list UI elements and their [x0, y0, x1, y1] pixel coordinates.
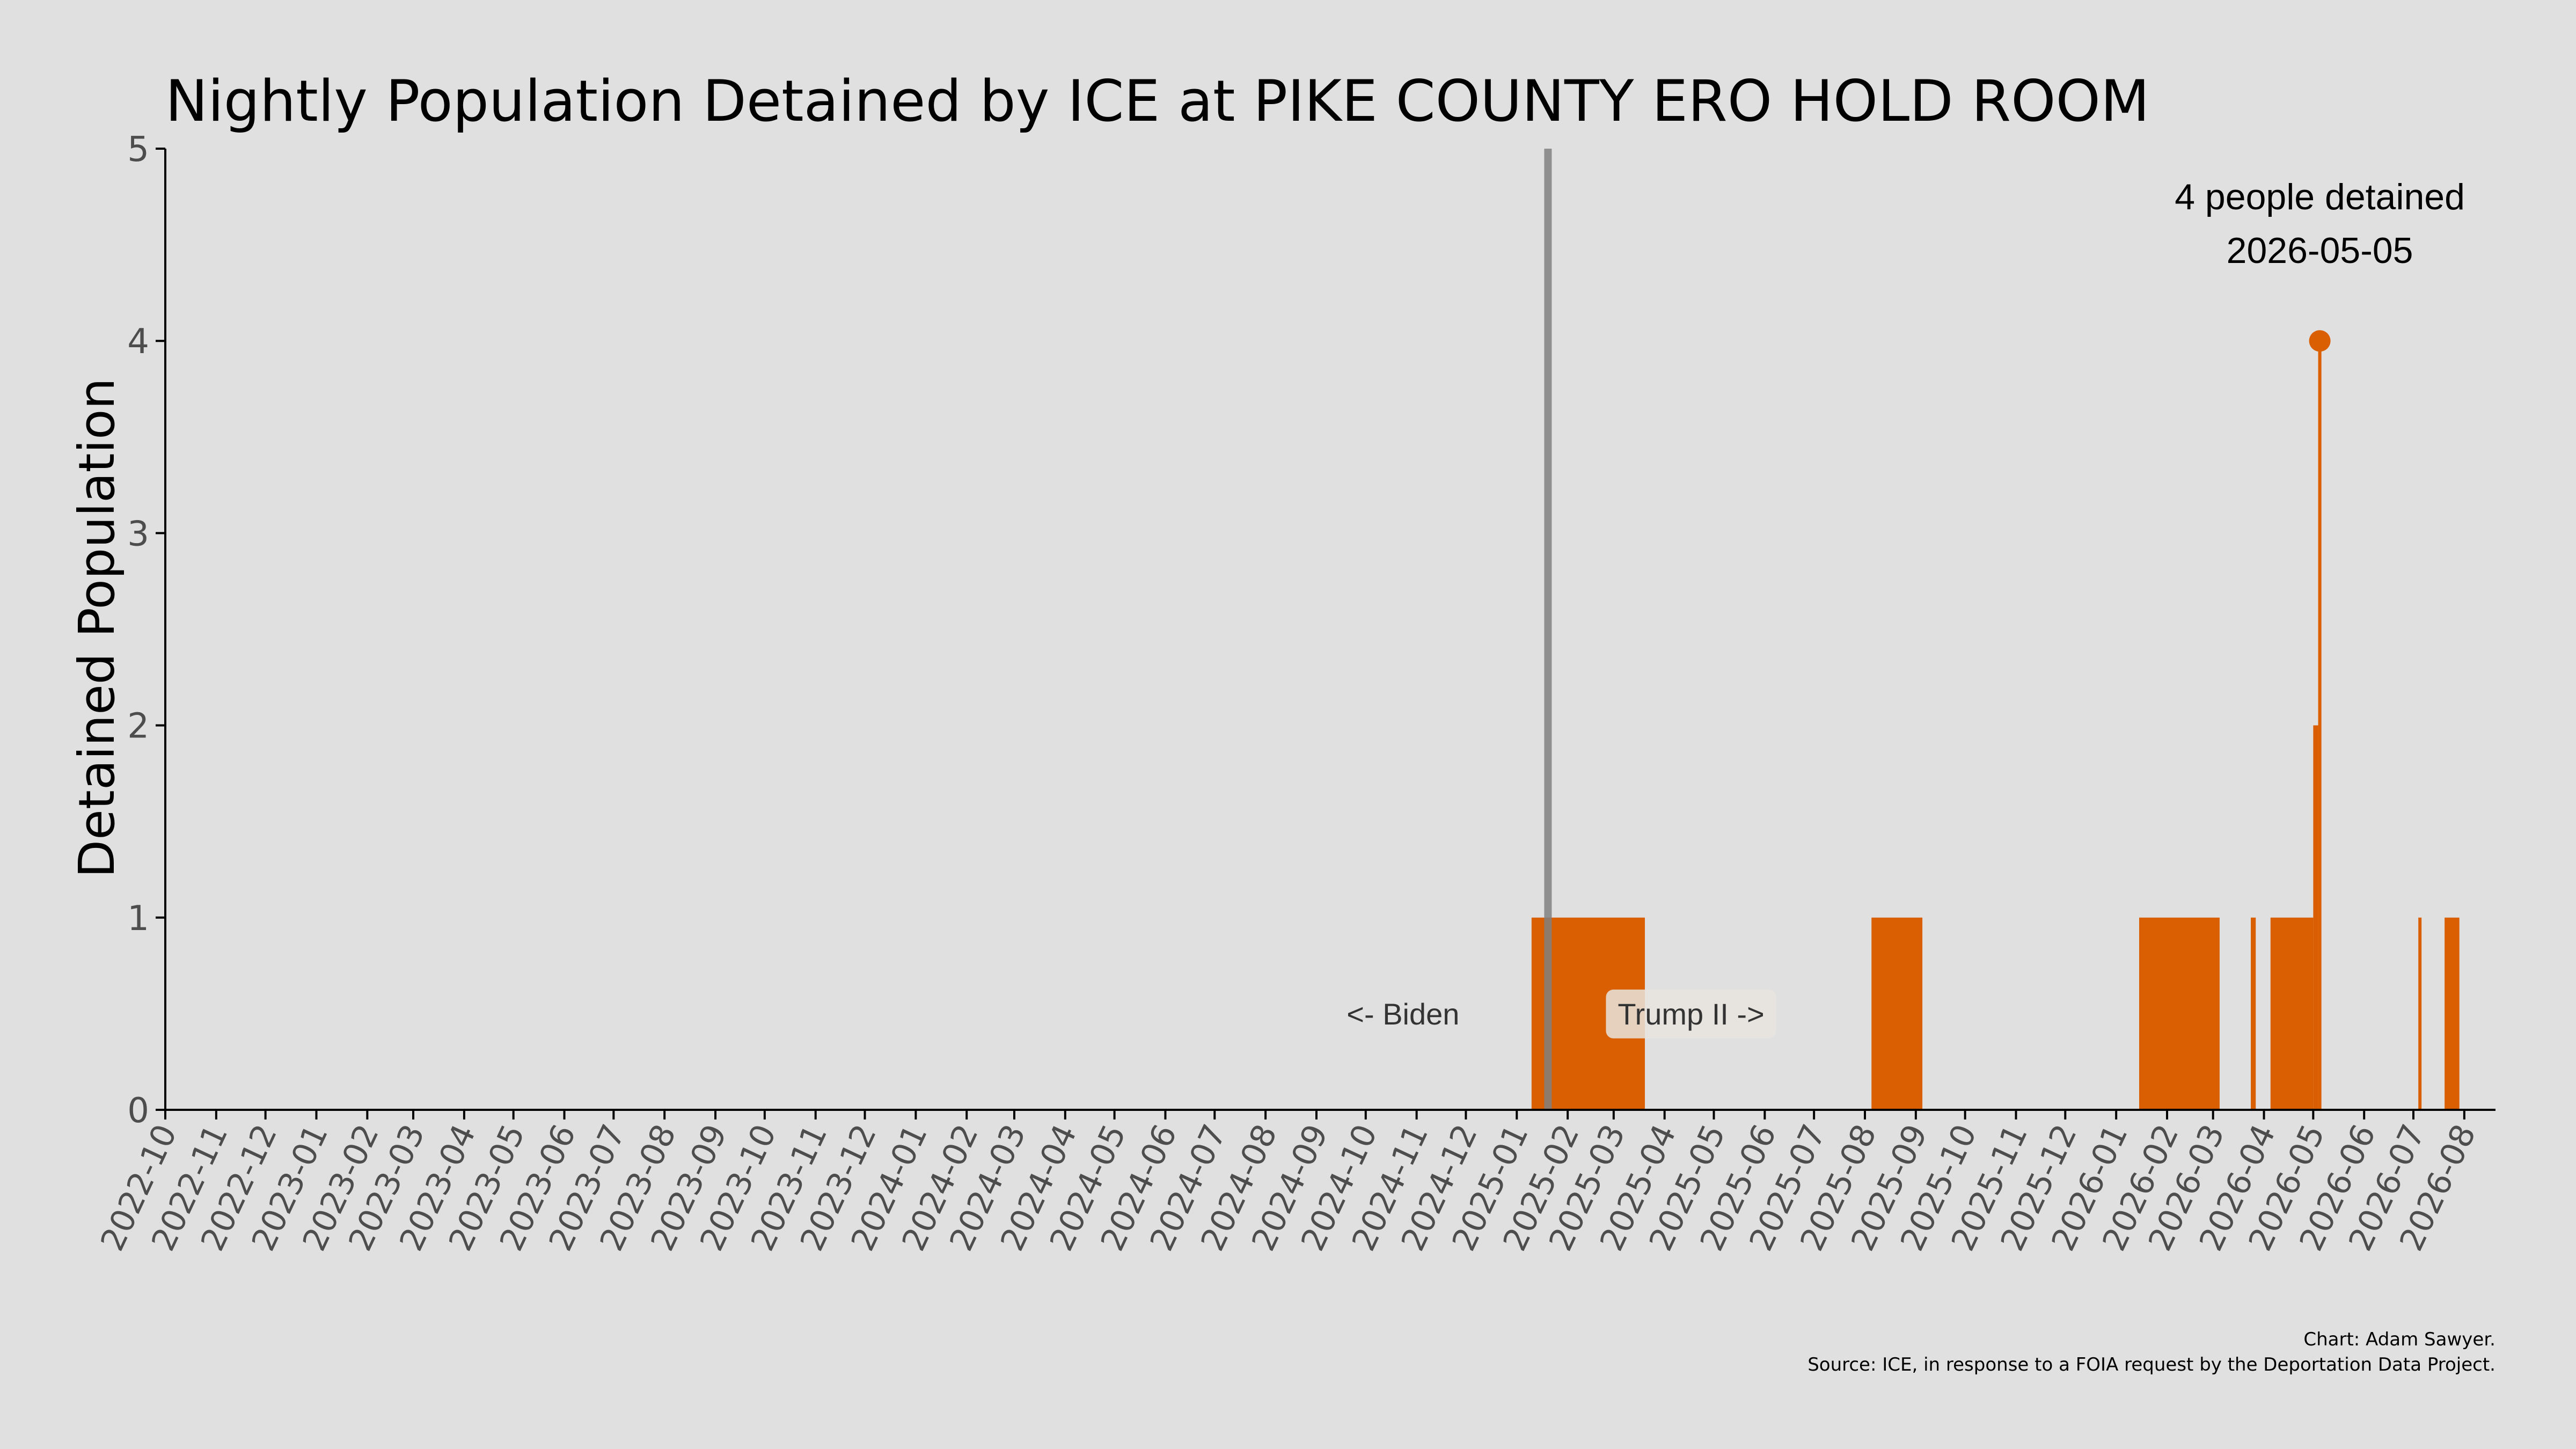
y-tick-label-1: 1 [127, 899, 149, 939]
credit-author: Chart: Adam Sawyer. [2303, 1329, 2496, 1350]
peak-annotation-count: 4 people detained [2175, 177, 2465, 217]
peak-annotation-date: 2026-05-05 [2227, 230, 2413, 271]
area-segment-2 [1871, 917, 1923, 1110]
area-segment-3 [2139, 917, 2220, 1110]
y-tick-label-5: 5 [127, 130, 149, 170]
era-label-trump-box [1606, 989, 1776, 1038]
y-axis-label: Detained Population [68, 378, 126, 877]
area-segment-7 [2318, 341, 2322, 1110]
area-segment-6 [2313, 725, 2318, 1110]
area-segment-5 [2270, 917, 2314, 1110]
area-segment-8 [2418, 917, 2422, 1110]
y-tick-label-0: 0 [127, 1091, 149, 1131]
chart-title: Nightly Population Detained by ICE at PI… [165, 68, 2149, 134]
y-tick-label-3: 3 [127, 514, 149, 554]
y-tick-label-2: 2 [127, 707, 149, 747]
era-label-trump: Trump II -> [1618, 997, 1764, 1031]
area-segment-4 [2251, 917, 2256, 1110]
area-segment-9 [2445, 917, 2460, 1110]
y-tick-label-4: 4 [127, 322, 149, 362]
credit-source: Source: ICE, in response to a FOIA reque… [1807, 1354, 2496, 1375]
peak-marker [2309, 330, 2331, 352]
era-label-biden: <- Biden [1346, 997, 1459, 1031]
plot-area: <- Biden Trump II -> 4 people detained 2026… [93, 130, 2496, 1257]
